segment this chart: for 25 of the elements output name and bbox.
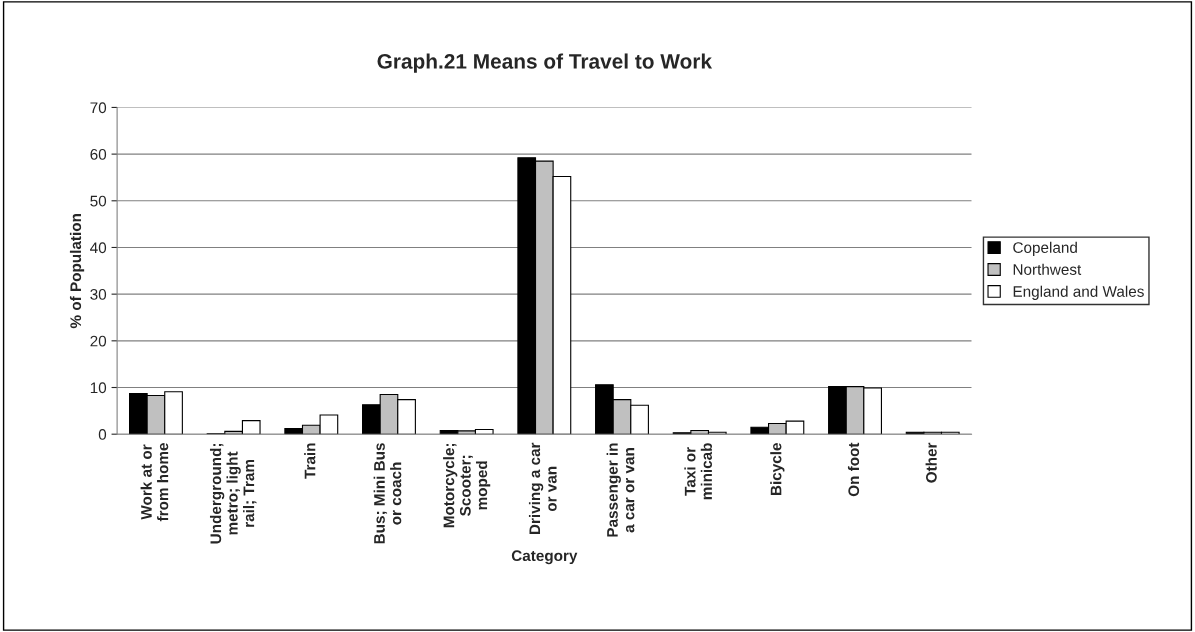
x-tick-label: Motorcycle; Scooter; moped — [443, 443, 491, 528]
x-tick-label: Bicycle — [770, 443, 785, 495]
y-tick-label: 30 — [90, 289, 107, 300]
legend-label: Copeland — [1013, 241, 1077, 257]
x-tick-label: Other — [925, 442, 937, 483]
x-tick-label: Bus; Mini Bus or coach — [373, 443, 402, 544]
y-tick-label: 40 — [90, 242, 107, 254]
x-tick-label: Driving a car or van — [528, 442, 557, 535]
x-tick-label: Train — [304, 443, 316, 479]
y-tick-label: 20 — [90, 335, 107, 347]
legend-label: Northwest — [1013, 263, 1082, 275]
x-tick-label: Taxi or minicab — [684, 443, 712, 500]
chart-title: Graph.21 Means of Travel to Work — [377, 53, 713, 73]
y-tick-label: 0 — [98, 429, 107, 440]
y-tick-label: 50 — [90, 195, 107, 207]
x-tick-label: Work at or from home — [140, 443, 169, 522]
x-tick-label: Underground; metro; light rail; Tram — [209, 443, 257, 544]
x-tick-label: Passenger in a car or van — [606, 443, 635, 537]
y-tick-label: 70 — [90, 102, 107, 114]
x-tick-label: On foot — [847, 442, 860, 497]
y-tick-label: 10 — [90, 382, 107, 394]
y-tick-label: 60 — [90, 148, 107, 160]
legend-label: England and Wales — [1013, 285, 1144, 300]
y-axis-title: % of Population — [69, 214, 85, 329]
x-axis-title: Category — [511, 550, 578, 565]
